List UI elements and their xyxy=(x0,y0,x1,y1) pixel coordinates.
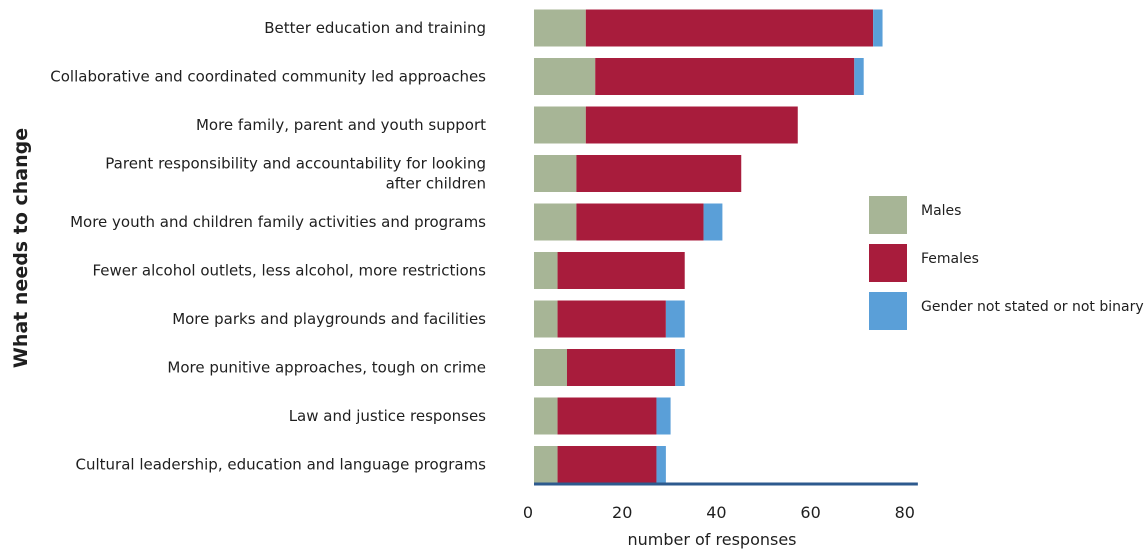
bar-segment-males xyxy=(534,9,586,47)
y-axis-title: What needs to change xyxy=(10,128,32,368)
bar-segment-gender-not-stated-or-not-binary xyxy=(703,203,723,241)
category-label: Fewer alcohol outlets, less alcohol, mor… xyxy=(92,262,486,280)
bar-segment-males xyxy=(534,58,596,95)
bar-segment-gender-not-stated-or-not-binary xyxy=(675,349,685,386)
category-label-line: More punitive approaches, tough on crime xyxy=(167,359,486,377)
bar-segment-males xyxy=(534,106,586,144)
category-label-line: Collaborative and coordinated community … xyxy=(50,68,486,86)
x-tick-label: 40 xyxy=(706,503,726,522)
category-label: Collaborative and coordinated community … xyxy=(50,68,486,86)
x-tick-label: 20 xyxy=(612,503,632,522)
legend-swatch xyxy=(869,244,907,282)
bar-segment-males xyxy=(534,446,558,483)
x-tick-labels: 0 20 40 60 80 xyxy=(523,503,915,522)
bar-segment-females xyxy=(566,349,676,386)
bars xyxy=(534,9,883,483)
category-label: Cultural leadership, education and langu… xyxy=(75,456,486,474)
category-label: Law and justice responses xyxy=(289,407,486,425)
category-label-line: Fewer alcohol outlets, less alcohol, mor… xyxy=(92,262,486,280)
bar-segment-females xyxy=(585,9,874,47)
category-label-line: after children xyxy=(386,175,486,193)
category-label: More family, parent and youth support xyxy=(196,116,486,134)
legend: Males Females Gender not stated or not bin… xyxy=(869,196,1144,330)
category-label-line: More family, parent and youth support xyxy=(196,116,486,134)
bar-segment-females xyxy=(576,155,742,192)
bar-segment-males xyxy=(534,300,558,338)
x-axis-title: number of responses xyxy=(627,530,796,549)
category-label-line: More youth and children family activitie… xyxy=(70,213,486,231)
legend-label: Gender not stated or not binary xyxy=(921,299,1144,315)
bar-segment-males xyxy=(534,397,558,435)
bar-segment-gender-not-stated-or-not-binary xyxy=(656,397,671,435)
bar-segment-males xyxy=(534,252,558,289)
category-label: More parks and playgrounds and facilitie… xyxy=(172,310,486,328)
x-tick-label: 0 xyxy=(523,503,533,522)
bar-segment-males xyxy=(534,155,577,192)
category-labels: Better education and training Collaborati… xyxy=(50,19,486,474)
category-label: More punitive approaches, tough on crime xyxy=(167,359,486,377)
legend-label: Females xyxy=(921,251,979,267)
category-label: Better education and training xyxy=(264,19,486,37)
bar-segment-females xyxy=(595,58,855,95)
bar-segment-females xyxy=(585,106,798,144)
legend-swatch xyxy=(869,292,907,330)
bar-segment-gender-not-stated-or-not-binary xyxy=(665,300,685,338)
bar-segment-males xyxy=(534,349,567,386)
category-label-line: Better education and training xyxy=(264,19,486,37)
x-tick-label: 60 xyxy=(800,503,820,522)
category-label-line: Law and justice responses xyxy=(289,407,486,425)
bar-segment-gender-not-stated-or-not-binary xyxy=(873,9,883,47)
bar-segment-females xyxy=(576,203,704,241)
category-label-line: Parent responsibility and accountability… xyxy=(105,155,486,173)
category-label-line: More parks and playgrounds and facilitie… xyxy=(172,310,486,328)
legend-label: Males xyxy=(921,203,961,219)
category-label: Parent responsibility and accountability… xyxy=(105,155,486,193)
bar-segment-males xyxy=(534,203,577,241)
bar-segment-females xyxy=(557,300,666,338)
bar-segment-gender-not-stated-or-not-binary xyxy=(854,58,864,95)
bar-segment-gender-not-stated-or-not-binary xyxy=(656,446,666,483)
category-label-line: Cultural leadership, education and langu… xyxy=(75,456,486,474)
bar-segment-females xyxy=(557,397,657,435)
bar-segment-females xyxy=(557,252,685,289)
x-tick-label: 80 xyxy=(895,503,915,522)
legend-swatch xyxy=(869,196,907,234)
bar-segment-females xyxy=(557,446,657,483)
category-label: More youth and children family activitie… xyxy=(70,213,486,231)
